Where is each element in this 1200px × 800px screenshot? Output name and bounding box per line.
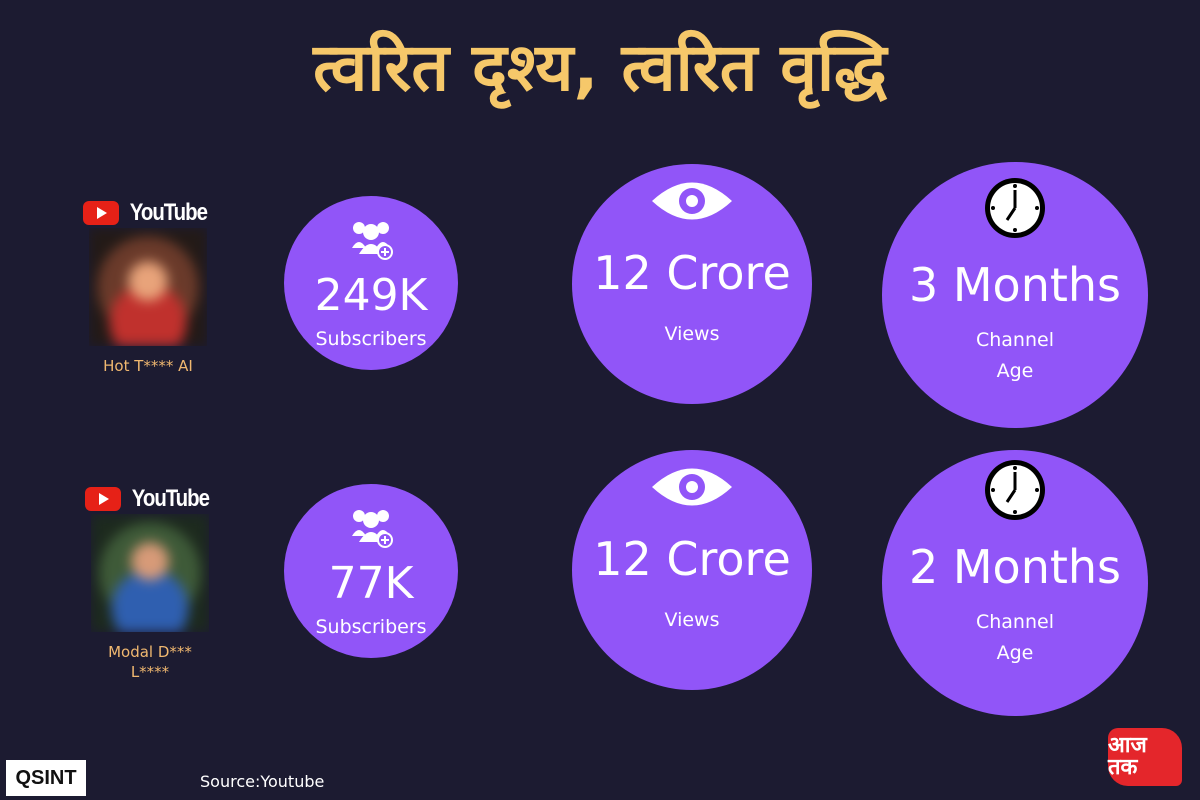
subscribers-value: 77K xyxy=(328,558,414,609)
channel-name: Modal D*** L**** xyxy=(108,643,192,682)
channel-name: Hot T**** AI xyxy=(103,357,193,375)
channel-avatar xyxy=(89,228,207,346)
page-title: त्वरित दृश्य, त्वरित वृद्धि xyxy=(313,29,887,106)
channel-age-value: 2 Months xyxy=(908,540,1122,594)
subscribers-value: 249K xyxy=(314,270,428,321)
views-stat: 12 Crore Views xyxy=(572,164,812,404)
aajtak-logo: आज तक xyxy=(1108,728,1182,786)
clock-icon xyxy=(983,458,1047,526)
channel-age-stat: 3 Months Channel Age xyxy=(882,162,1148,428)
channel-card-1: YouTube Hot T**** AI xyxy=(78,198,218,376)
channel-age-value: 3 Months xyxy=(908,258,1122,312)
views-value: 12 Crore xyxy=(593,532,791,586)
subscribers-label: Subscribers xyxy=(315,328,427,351)
youtube-play-icon xyxy=(84,487,121,511)
add-user-group-icon xyxy=(348,218,394,264)
channel-avatar xyxy=(91,514,209,632)
subscribers-stat: 77K Subscribers xyxy=(284,484,458,658)
youtube-logo: YouTube xyxy=(78,198,218,228)
eye-icon xyxy=(650,464,734,514)
youtube-play-icon xyxy=(82,201,119,225)
views-label: Views xyxy=(664,322,720,345)
qsint-logo: QSINT xyxy=(6,760,86,796)
views-value: 12 Crore xyxy=(593,246,791,300)
channel-age-label: Channel Age xyxy=(975,328,1054,382)
channel-age-label: Channel Age xyxy=(975,610,1054,664)
channel-card-2: YouTube Modal D*** L**** xyxy=(80,484,220,683)
youtube-wordmark: YouTube xyxy=(129,199,207,226)
source-credit: Source:Youtube xyxy=(200,772,325,791)
youtube-logo: YouTube xyxy=(80,484,220,514)
subscribers-label: Subscribers xyxy=(315,616,427,639)
subscribers-stat: 249K Subscribers xyxy=(284,196,458,370)
views-stat: 12 Crore Views xyxy=(572,450,812,690)
eye-icon xyxy=(650,178,734,228)
channel-age-stat: 2 Months Channel Age xyxy=(882,450,1148,716)
clock-icon xyxy=(983,176,1047,244)
add-user-group-icon xyxy=(348,506,394,552)
youtube-wordmark: YouTube xyxy=(131,485,209,512)
views-label: Views xyxy=(664,608,720,631)
